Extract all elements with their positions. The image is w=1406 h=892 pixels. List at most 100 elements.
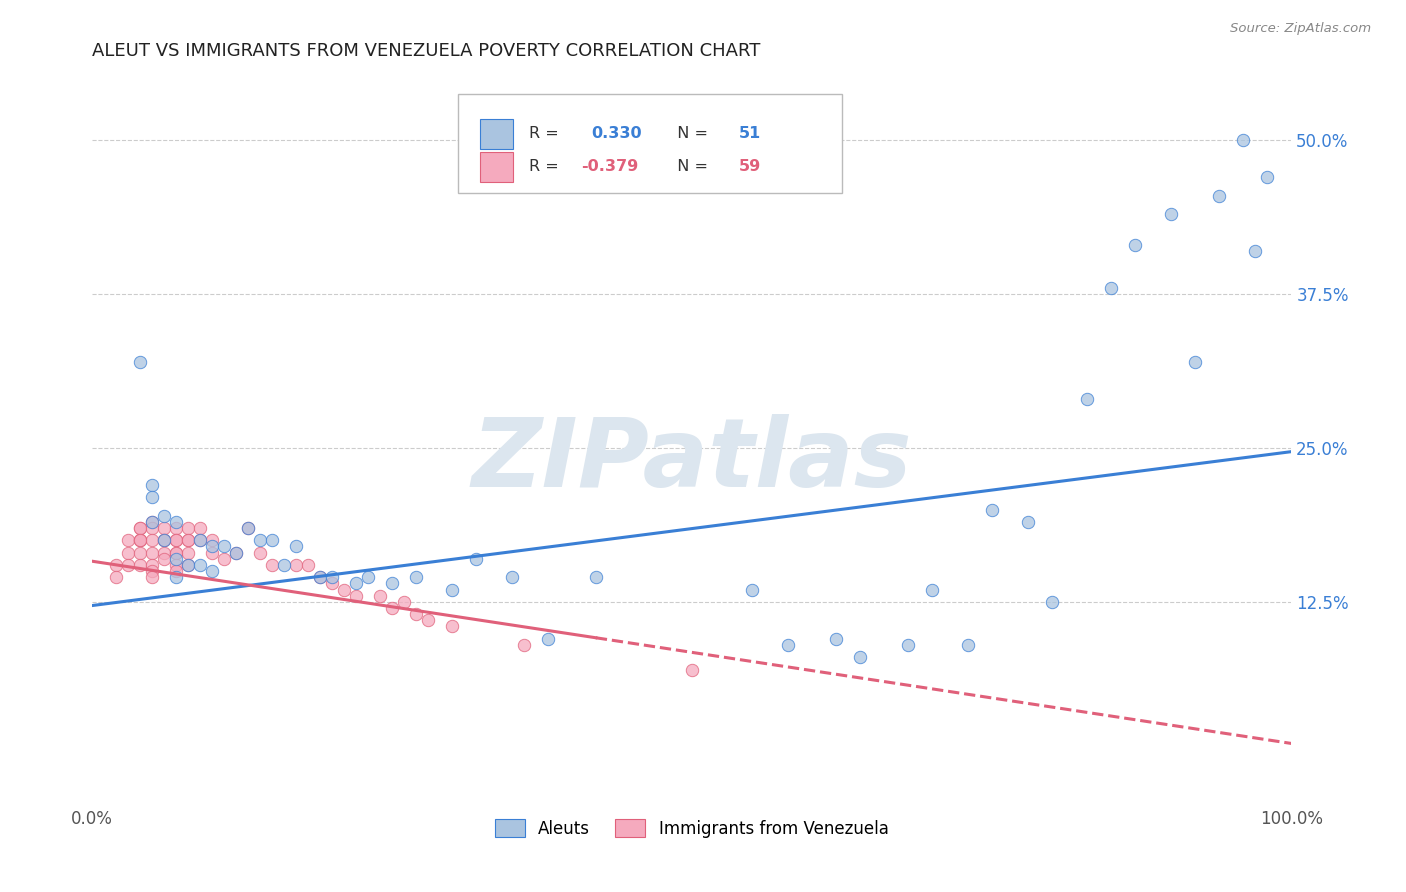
Point bbox=[177, 558, 200, 572]
Point bbox=[153, 533, 176, 548]
Point bbox=[405, 607, 427, 622]
Point bbox=[333, 582, 356, 597]
Point bbox=[129, 533, 152, 548]
Point bbox=[165, 533, 187, 548]
Point bbox=[513, 638, 536, 652]
Text: R =: R = bbox=[529, 127, 568, 142]
Point bbox=[585, 570, 607, 584]
Text: N =: N = bbox=[666, 160, 713, 175]
Point bbox=[177, 533, 200, 548]
Text: R =: R = bbox=[529, 160, 564, 175]
Point bbox=[117, 546, 139, 560]
Point bbox=[321, 576, 343, 591]
Point bbox=[344, 576, 367, 591]
Point bbox=[1101, 281, 1123, 295]
Text: Source: ZipAtlas.com: Source: ZipAtlas.com bbox=[1230, 22, 1371, 36]
Point bbox=[381, 576, 404, 591]
Point bbox=[141, 570, 163, 584]
Point bbox=[153, 533, 176, 548]
Point bbox=[225, 546, 247, 560]
Point bbox=[177, 558, 200, 572]
Point bbox=[165, 546, 187, 560]
Point bbox=[501, 570, 523, 584]
Point bbox=[201, 533, 224, 548]
Point bbox=[285, 540, 308, 554]
Point bbox=[1076, 392, 1098, 406]
Point bbox=[1184, 355, 1206, 369]
Text: N =: N = bbox=[666, 127, 713, 142]
Point bbox=[368, 589, 391, 603]
Point bbox=[405, 570, 427, 584]
Point bbox=[824, 632, 846, 646]
Point bbox=[153, 551, 176, 566]
Text: 0.330: 0.330 bbox=[591, 127, 641, 142]
Point bbox=[1017, 515, 1039, 529]
Point bbox=[141, 490, 163, 504]
Point bbox=[260, 558, 283, 572]
Point bbox=[129, 521, 152, 535]
Point bbox=[201, 564, 224, 578]
Point bbox=[153, 546, 176, 560]
Point bbox=[105, 570, 128, 584]
Point bbox=[129, 533, 152, 548]
Point bbox=[344, 589, 367, 603]
Point bbox=[141, 564, 163, 578]
Point bbox=[848, 650, 870, 665]
Point bbox=[297, 558, 319, 572]
Point bbox=[357, 570, 380, 584]
Point bbox=[141, 558, 163, 572]
Point bbox=[165, 515, 187, 529]
Point bbox=[129, 355, 152, 369]
Point bbox=[1232, 133, 1254, 147]
Point bbox=[177, 533, 200, 548]
Point bbox=[464, 551, 486, 566]
Text: 51: 51 bbox=[738, 127, 761, 142]
Point bbox=[105, 558, 128, 572]
Point bbox=[153, 533, 176, 548]
Text: -0.379: -0.379 bbox=[582, 160, 638, 175]
Point bbox=[285, 558, 308, 572]
Point bbox=[141, 478, 163, 492]
Point bbox=[129, 546, 152, 560]
Point bbox=[236, 521, 259, 535]
Point bbox=[129, 521, 152, 535]
Point bbox=[201, 540, 224, 554]
Point bbox=[249, 546, 271, 560]
Point bbox=[141, 515, 163, 529]
Point bbox=[165, 558, 187, 572]
Point bbox=[188, 521, 211, 535]
Point bbox=[236, 521, 259, 535]
Point bbox=[188, 533, 211, 548]
Text: ZIPatlas: ZIPatlas bbox=[471, 414, 912, 508]
Point bbox=[165, 570, 187, 584]
Point bbox=[1160, 207, 1182, 221]
Point bbox=[897, 638, 920, 652]
Bar bbox=[479, 152, 513, 182]
Point bbox=[392, 595, 415, 609]
Point bbox=[165, 564, 187, 578]
Legend: Aleuts, Immigrants from Venezuela: Aleuts, Immigrants from Venezuela bbox=[488, 813, 896, 845]
Point bbox=[440, 582, 463, 597]
Point bbox=[921, 582, 943, 597]
Bar bbox=[479, 119, 513, 149]
Point bbox=[165, 546, 187, 560]
Point bbox=[117, 533, 139, 548]
Point bbox=[212, 551, 235, 566]
Point bbox=[1244, 244, 1267, 258]
Point bbox=[188, 558, 211, 572]
Point bbox=[249, 533, 271, 548]
Point bbox=[141, 546, 163, 560]
Point bbox=[177, 521, 200, 535]
Point bbox=[980, 502, 1002, 516]
Point bbox=[153, 508, 176, 523]
FancyBboxPatch shape bbox=[458, 95, 842, 194]
Point bbox=[225, 546, 247, 560]
Point bbox=[260, 533, 283, 548]
Point bbox=[177, 546, 200, 560]
Point bbox=[776, 638, 799, 652]
Point bbox=[141, 521, 163, 535]
Point bbox=[188, 533, 211, 548]
Point bbox=[129, 533, 152, 548]
Point bbox=[440, 619, 463, 633]
Point bbox=[681, 663, 703, 677]
